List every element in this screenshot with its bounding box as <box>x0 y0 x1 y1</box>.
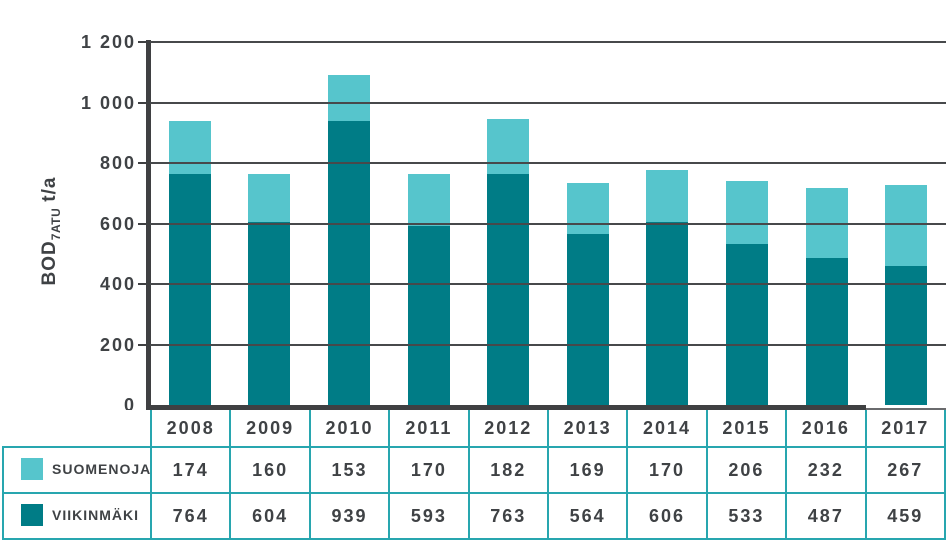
gridline-1000 <box>150 101 946 104</box>
bar-column-2014 <box>628 42 708 405</box>
legend-cell-suomenoja: SUOMENOJA <box>2 446 152 494</box>
gridline-400 <box>150 283 946 285</box>
table-corner-cell <box>3 410 152 448</box>
bar-column-2009 <box>230 42 310 405</box>
bar-segment-viikinmaki-2016 <box>805 257 848 405</box>
y-tick-label-800: 800 <box>99 153 136 173</box>
y-axis-line <box>146 40 151 410</box>
gridline-800 <box>150 162 946 164</box>
year-cell-2012: 2012 <box>467 410 549 448</box>
bar-segment-viikinmaki-2008 <box>168 173 211 405</box>
legend-cell-viikinmaki: VIIKINMÄKI <box>2 492 152 540</box>
y-tick-label-1000: 1 000 <box>80 92 136 113</box>
legend-swatch-viikinmaki <box>21 503 43 526</box>
bar-segment-suomenoja-2009 <box>248 173 291 223</box>
bar-segment-viikinmaki-2012 <box>487 174 530 405</box>
year-cell-2013: 2013 <box>546 410 629 448</box>
value-cell-viikinmäki-2011: 593 <box>388 492 470 540</box>
year-cell-2014: 2014 <box>626 410 708 448</box>
bar-segment-suomenoja-2017 <box>885 185 928 267</box>
y-tick-label-400: 400 <box>99 274 136 294</box>
value-cell-suomenoja-2013: 169 <box>546 446 629 494</box>
bar-segment-viikinmaki-2013 <box>566 234 609 405</box>
value-cell-suomenoja-2016: 232 <box>785 446 867 494</box>
y-tick-1000 <box>138 101 146 104</box>
bar-segment-viikinmaki-2010 <box>327 120 370 405</box>
y-tick-400 <box>138 283 146 285</box>
value-cell-suomenoja-2011: 170 <box>388 446 470 494</box>
data-table: 2008 2009 2010 2011 2012 2013 2014 2015 2016 2017… <box>2 410 947 540</box>
table-row-viikinmaki: VIIKINMÄKI 764 604 939 593 763 564 606 533 487 45… <box>2 492 947 540</box>
value-cell-viikinmäki-2009: 604 <box>229 492 311 540</box>
value-cell-suomenoja-2015: 206 <box>705 446 788 494</box>
legend-label-viikinmaki: VIIKINMÄKI <box>52 506 139 523</box>
y-tick-label-1200: 1 200 <box>80 32 136 52</box>
value-cell-suomenoja-2012: 182 <box>467 446 549 494</box>
plot-area <box>150 41 946 405</box>
y-tick-800 <box>138 162 146 164</box>
bars-container <box>150 42 946 405</box>
table-row-suomenoja: SUOMENOJA 174 160 153 170 182 169 170 206 232 267 <box>2 446 947 494</box>
year-cell-2011: 2011 <box>388 410 470 448</box>
y-tick-200 <box>138 343 146 346</box>
bar-column-2015 <box>707 42 787 405</box>
table-year-row: 2008 2009 2010 2011 2012 2013 2014 2015 2016 2017 <box>3 410 947 448</box>
gridline-200 <box>150 343 946 346</box>
value-cell-suomenoja-2017: 267 <box>864 446 947 494</box>
value-cell-suomenoja-2010: 153 <box>308 446 391 494</box>
year-cell-2017: 2017 <box>864 410 947 448</box>
y-tick-label-600: 600 <box>99 213 136 234</box>
bar-segment-viikinmaki-2009 <box>248 222 291 405</box>
bar-segment-viikinmaki-2014 <box>646 221 689 405</box>
value-cell-viikinmäki-2015: 533 <box>705 492 788 540</box>
gridline-600 <box>150 222 946 225</box>
value-cell-viikinmäki-2012: 763 <box>467 492 549 540</box>
legend-label-suomenoja: SUOMENOJA <box>52 460 152 477</box>
y-tick-1200 <box>138 41 146 43</box>
value-cell-viikinmäki-2008: 764 <box>149 492 232 540</box>
bar-column-2008 <box>150 42 230 405</box>
year-cell-2010: 2010 <box>308 410 391 448</box>
bar-segment-suomenoja-2011 <box>407 174 450 226</box>
bar-segment-viikinmaki-2015 <box>725 243 768 405</box>
y-tick-600 <box>138 222 146 225</box>
value-cell-suomenoja-2008: 174 <box>149 446 232 494</box>
value-cell-suomenoja-2014: 170 <box>626 446 708 494</box>
value-cell-viikinmäki-2014: 606 <box>626 492 708 540</box>
y-axis-title-unit: t/a <box>39 176 60 202</box>
bar-segment-suomenoja-2008 <box>168 121 211 174</box>
bar-column-2010 <box>309 42 389 405</box>
value-cell-suomenoja-2009: 160 <box>229 446 311 494</box>
value-cell-viikinmäki-2013: 564 <box>546 492 629 540</box>
bar-segment-suomenoja-2010 <box>327 74 370 121</box>
bar-segment-suomenoja-2013 <box>566 183 609 235</box>
value-cell-viikinmäki-2016: 487 <box>785 492 867 540</box>
bar-column-2011 <box>389 42 469 405</box>
year-cell-2009: 2009 <box>229 410 311 448</box>
y-tick-label-200: 200 <box>99 334 136 355</box>
bar-column-2017 <box>866 42 946 405</box>
gridline-1200 <box>150 41 946 43</box>
bar-column-2012 <box>468 42 548 405</box>
bar-segment-suomenoja-2015 <box>725 181 768 244</box>
legend-swatch-suomenoja <box>21 457 43 480</box>
year-cell-2015: 2015 <box>705 410 788 448</box>
x-axis-line <box>146 405 866 411</box>
bar-column-2013 <box>548 42 628 405</box>
bar-segment-viikinmaki-2017 <box>885 266 928 405</box>
bar-segment-suomenoja-2014 <box>646 170 689 222</box>
year-cell-2008: 2008 <box>149 410 232 448</box>
value-cell-viikinmäki-2010: 939 <box>308 492 391 540</box>
bar-segment-viikinmaki-2011 <box>407 225 450 405</box>
year-cell-2016: 2016 <box>785 410 867 448</box>
value-cell-viikinmäki-2017: 459 <box>864 492 947 540</box>
x-axis-line-thin <box>866 408 946 410</box>
bar-segment-suomenoja-2012 <box>487 119 530 175</box>
y-tick-label-0: 0 <box>123 395 136 415</box>
